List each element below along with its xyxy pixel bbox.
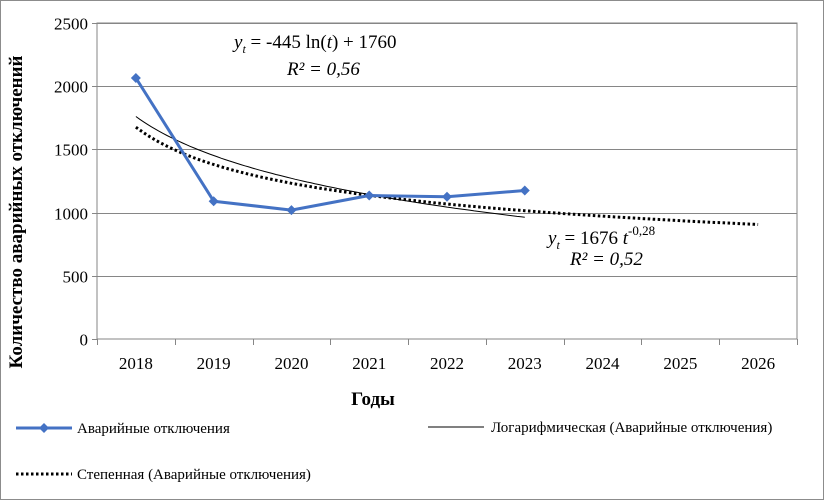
x-ticks: 2018 2019 2020 2021 2022 2023 2024 2025 2026 [119, 354, 775, 373]
x-tick-label-2020: 2020 [274, 354, 308, 373]
plot-area [130, 72, 759, 226]
grid [96, 22, 798, 340]
outages-point-2018 [130, 72, 141, 83]
power-trend-line [135, 125, 759, 226]
legend-marker-outages [39, 423, 49, 433]
x-axis-title: Годы [351, 389, 395, 410]
outages-point-2020 [286, 205, 297, 216]
legend-item-log: Логарифмическая (Аварийные отключения) [428, 420, 772, 436]
outages-point-2023 [519, 185, 530, 196]
log-r2: R² = 0,56 [286, 59, 360, 80]
x-tick-label-2023: 2023 [508, 354, 542, 373]
y-tick-label-0: 0 [80, 331, 89, 350]
legend-label-outages: Аварийные отключения [77, 421, 230, 437]
legend-item-power: Степенная (Аварийные отключения) [16, 467, 311, 483]
y-tick-label-2000: 2000 [54, 78, 88, 97]
legend-item-outages: Аварийные отключения [16, 421, 230, 437]
x-tick-label-2019: 2019 [197, 354, 231, 373]
y-tick-label-1500: 1500 [54, 141, 88, 160]
axes [92, 23, 798, 345]
legend: Аварийные отключения Логарифмическая (Ав… [16, 420, 772, 483]
outages-point-2019 [208, 196, 219, 207]
x-tick-label-2026: 2026 [741, 354, 775, 373]
power-equation: yt = 1676 t-0,28 [546, 223, 655, 252]
y-tick-label-2500: 2500 [54, 15, 88, 34]
x-tick-label-2024: 2024 [586, 354, 621, 373]
y-ticks: 0 500 1000 1500 2000 2500 [54, 15, 88, 350]
power-r2: R² = 0,52 [569, 249, 643, 270]
x-tick-label-2021: 2021 [352, 354, 386, 373]
log-trend-line [135, 116, 525, 218]
log-equation: yt = -445 ln(t) + 1760 [232, 32, 397, 56]
y-tick-label-1000: 1000 [54, 205, 88, 224]
legend-label-power: Степенная (Аварийные отключения) [77, 467, 311, 483]
outages-line [134, 77, 525, 212]
outages-point-2022 [442, 191, 452, 202]
outages-point-2021 [364, 190, 375, 201]
y-axis-title: Количество аварийных отключений [6, 55, 27, 368]
y-tick-label-500: 500 [63, 268, 89, 287]
x-tick-label-2022: 2022 [430, 354, 464, 373]
legend-label-log: Логарифмическая (Аварийные отключения) [491, 420, 772, 436]
x-tick-label-2018: 2018 [119, 354, 153, 373]
x-tick-label-2025: 2025 [663, 354, 697, 373]
